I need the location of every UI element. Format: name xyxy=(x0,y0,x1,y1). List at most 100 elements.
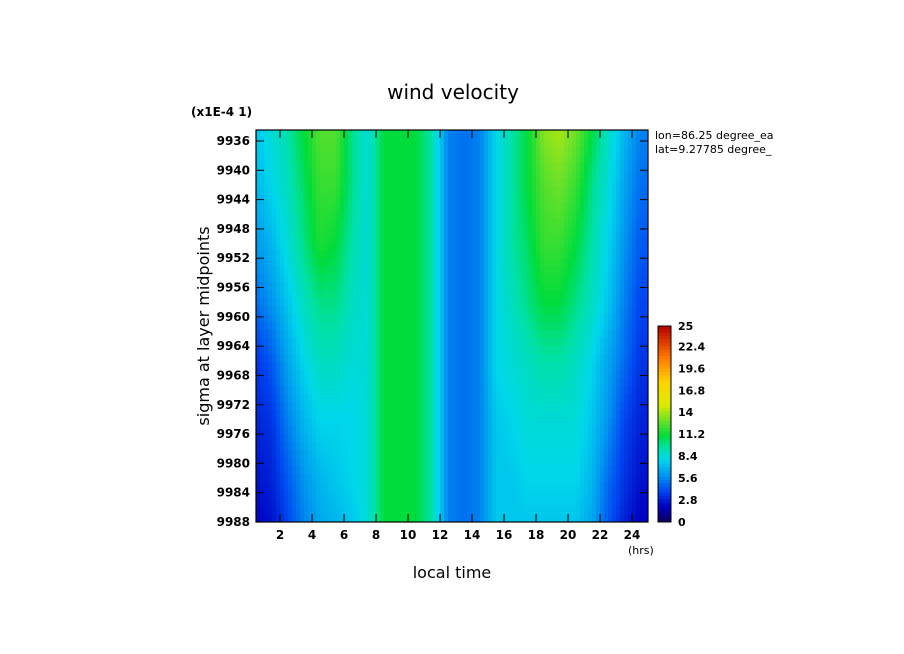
heatmap-cell xyxy=(520,290,525,299)
heatmap-cell xyxy=(288,282,293,291)
heatmap-cell xyxy=(328,482,333,491)
heatmap-cell xyxy=(600,394,605,403)
heatmap-cell xyxy=(504,146,509,155)
heatmap-cell xyxy=(488,418,493,427)
heatmap-cell xyxy=(612,346,617,355)
heatmap-cell xyxy=(440,394,445,403)
heatmap-cell xyxy=(328,378,333,387)
heatmap-cell xyxy=(264,442,269,451)
heatmap-cell xyxy=(312,426,317,435)
heatmap-cell xyxy=(256,338,261,347)
heatmap-cell xyxy=(412,138,417,147)
heatmap-cell xyxy=(508,234,513,243)
heatmap-cell xyxy=(368,258,373,267)
heatmap-cell xyxy=(600,202,605,211)
heatmap-cell xyxy=(320,266,325,275)
heatmap-cell xyxy=(460,138,465,147)
heatmap-cell xyxy=(568,210,573,219)
heatmap-cell xyxy=(364,290,369,299)
heatmap-cell xyxy=(408,146,413,155)
heatmap-cell xyxy=(396,266,401,275)
heatmap-cell xyxy=(608,386,613,395)
heatmap-cell xyxy=(408,162,413,171)
heatmap-cell xyxy=(432,378,437,387)
heatmap-cell xyxy=(260,442,265,451)
heatmap-cell xyxy=(460,186,465,195)
heatmap-cell xyxy=(584,258,589,267)
heatmap-cell xyxy=(364,434,369,443)
heatmap-cell xyxy=(308,418,313,427)
heatmap-cell xyxy=(296,242,301,251)
heatmap-cell xyxy=(636,146,641,155)
heatmap-cell xyxy=(644,258,648,267)
heatmap-cell xyxy=(324,138,329,147)
heatmap-cell xyxy=(628,138,633,147)
heatmap-cell xyxy=(424,170,429,179)
heatmap-cell xyxy=(472,514,477,522)
heatmap-cell xyxy=(520,338,525,347)
heatmap-cell xyxy=(556,138,561,147)
heatmap-cell xyxy=(420,266,425,275)
heatmap-cell xyxy=(548,250,553,259)
heatmap-cell xyxy=(256,250,261,259)
heatmap-cell xyxy=(524,514,529,522)
heatmap-cell xyxy=(592,146,597,155)
heatmap-cell xyxy=(492,378,497,387)
heatmap-cell xyxy=(528,154,533,163)
heatmap-cell xyxy=(280,426,285,435)
heatmap-cell xyxy=(544,274,549,283)
colorbar-band xyxy=(658,440,671,444)
heatmap-cell xyxy=(284,482,289,491)
heatmap-cell xyxy=(516,314,521,323)
heatmap-cell xyxy=(340,306,345,315)
heatmap-cell xyxy=(580,514,585,522)
heatmap-cell xyxy=(428,410,433,419)
heatmap-cell xyxy=(384,202,389,211)
heatmap-cell xyxy=(356,434,361,443)
plot-frame xyxy=(255,129,649,523)
heatmap-cell xyxy=(396,370,401,379)
heatmap-cell xyxy=(448,186,453,195)
heatmap-cell xyxy=(300,330,305,339)
heatmap-cell xyxy=(616,386,621,395)
heatmap-cell xyxy=(344,402,349,411)
heatmap-cell xyxy=(360,226,365,235)
heatmap-cell xyxy=(280,266,285,275)
heatmap-cell xyxy=(392,474,397,483)
heatmap-cell xyxy=(516,474,521,483)
colorbar-band xyxy=(658,515,671,520)
heatmap-cell xyxy=(604,386,609,395)
heatmap-cell xyxy=(400,186,405,195)
heatmap-cell xyxy=(456,490,461,499)
heatmap-cell xyxy=(424,426,429,435)
heatmap-cell xyxy=(320,210,325,219)
heatmap-cell xyxy=(556,186,561,195)
heatmap-cell xyxy=(548,362,553,371)
heatmap-cell xyxy=(484,434,489,443)
heatmap-cell xyxy=(532,202,537,211)
heatmap-cell xyxy=(504,434,509,443)
heatmap-cell xyxy=(564,290,569,299)
heatmap-cell xyxy=(548,410,553,419)
heatmap-cell xyxy=(336,322,341,331)
heatmap-cell xyxy=(496,290,501,299)
heatmap-cell xyxy=(360,362,365,371)
heatmap-cell xyxy=(536,266,541,275)
heatmap-cell xyxy=(336,506,341,515)
heatmap-cell xyxy=(472,442,477,451)
heatmap-cell xyxy=(592,282,597,291)
colorbar-band xyxy=(658,417,671,422)
heatmap-cell xyxy=(580,434,585,443)
heatmap-cell xyxy=(424,354,429,363)
heatmap-cell xyxy=(584,210,589,219)
heatmap-cell xyxy=(620,378,625,387)
heatmap-cell xyxy=(512,138,517,147)
heatmap-cell xyxy=(272,218,277,227)
heatmap-cell xyxy=(572,322,577,331)
heatmap-cell xyxy=(444,434,449,443)
heatmap-cell xyxy=(496,386,501,395)
heatmap-cell xyxy=(272,138,277,147)
heatmap-cell xyxy=(352,514,357,522)
heatmap-cell xyxy=(480,242,485,251)
heatmap-cell xyxy=(356,306,361,315)
